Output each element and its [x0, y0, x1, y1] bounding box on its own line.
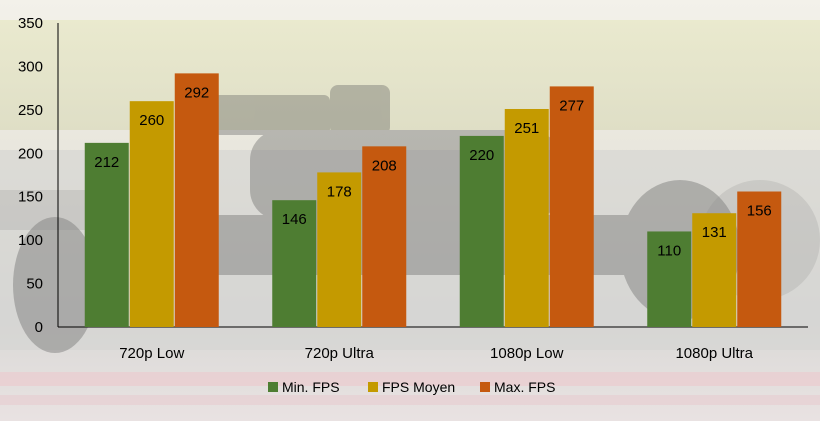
legend-swatch — [368, 382, 378, 392]
y-tick-label: 150 — [18, 189, 43, 206]
y-tick-label: 100 — [18, 232, 43, 249]
bars-group: 212 260 292 146 178 208 220 251 277 110 131 156 — [84, 73, 782, 328]
bar-max-fps-720p-low — [174, 73, 219, 328]
bar-value-label: 178 — [327, 183, 352, 200]
bar-value-label: 277 — [559, 97, 584, 114]
x-tick-label: 720p Low — [119, 345, 184, 362]
bar-value-label: 220 — [469, 147, 494, 164]
x-tick-label: 1080p Ultra — [675, 345, 753, 362]
y-tick-label: 350 — [18, 15, 43, 32]
x-tick-label: 720p Ultra — [305, 345, 375, 362]
bar-min-fps-720p-low — [84, 142, 129, 327]
bar-value-label: 110 — [657, 242, 681, 259]
bar-fps-moyen-720p-low — [129, 101, 174, 328]
y-tick-label: 200 — [18, 145, 43, 162]
bar-value-label: 260 — [139, 112, 164, 129]
legend-swatch — [268, 382, 278, 392]
y-axis-ticks: 0 50 100 150 200 250 300 350 — [18, 15, 43, 336]
bar-max-fps-720p-ultra — [362, 146, 407, 327]
bar-value-label: 208 — [372, 157, 397, 174]
bar-value-label: 156 — [747, 203, 772, 220]
bar-value-label: 212 — [94, 154, 119, 171]
x-axis-labels: 720p Low 720p Ultra 1080p Low 1080p Ultra — [119, 345, 753, 362]
y-tick-label: 50 — [26, 276, 43, 293]
legend-label: Min. FPS — [282, 379, 340, 395]
bar-min-fps-1080p-low — [459, 135, 504, 327]
bar-value-label: 251 — [514, 120, 539, 137]
legend-swatch — [480, 382, 490, 392]
y-tick-label: 0 — [35, 319, 43, 336]
bar-fps-moyen-1080p-ultra — [692, 213, 737, 327]
y-tick-label: 300 — [18, 58, 43, 75]
bar-max-fps-1080p-ultra — [737, 191, 782, 327]
legend: Min. FPS FPS Moyen Max. FPS — [268, 379, 555, 395]
bar-value-label: 131 — [702, 224, 727, 241]
legend-label: FPS Moyen — [382, 379, 455, 395]
legend-label: Max. FPS — [494, 379, 555, 395]
bar-min-fps-1080p-ultra — [647, 231, 692, 327]
bar-max-fps-1080p-low — [549, 86, 594, 327]
bar-value-label: 146 — [282, 211, 307, 228]
bar-min-fps-720p-ultra — [272, 200, 317, 327]
y-tick-label: 250 — [18, 102, 43, 119]
bar-fps-moyen-1080p-low — [504, 108, 549, 327]
bar-fps-moyen-720p-ultra — [317, 172, 362, 327]
bar-value-label: 292 — [184, 84, 209, 101]
x-tick-label: 1080p Low — [490, 345, 564, 362]
